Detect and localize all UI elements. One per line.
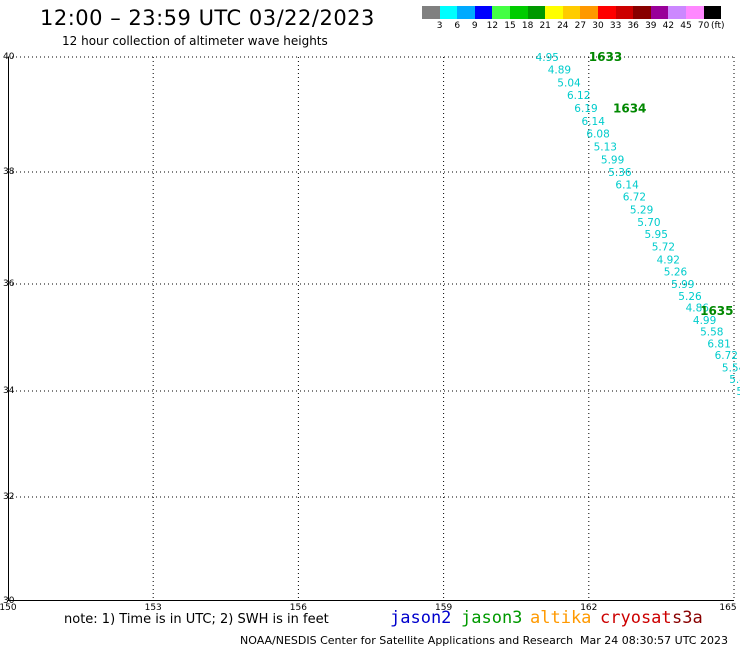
latitude-label: 32 bbox=[3, 492, 15, 502]
color-swatch bbox=[668, 6, 686, 19]
color-swatch bbox=[474, 6, 493, 19]
generated-timestamp: Mar 24 08:30:57 UTC 2023 bbox=[580, 634, 728, 647]
swh-value-label: 4.86 bbox=[686, 303, 710, 315]
swh-value-label: 4.92 bbox=[657, 254, 680, 266]
color-scale-label: 15 bbox=[504, 21, 516, 31]
track-time-label: 1634 bbox=[613, 102, 646, 116]
swh-value-label: 5.27 bbox=[736, 386, 740, 398]
color-scale-label: 21 bbox=[539, 21, 551, 31]
swh-value-label: 5.41 bbox=[729, 374, 740, 386]
swh-value-label: 5.99 bbox=[671, 279, 694, 291]
color-swatch bbox=[422, 6, 440, 19]
swh-value-label: 5.13 bbox=[594, 142, 617, 154]
color-scale-label: 45 bbox=[680, 21, 692, 31]
swh-value-label: 6.14 bbox=[582, 116, 606, 128]
color-scale-label: 3 bbox=[436, 21, 443, 31]
color-swatch bbox=[598, 6, 616, 19]
page-title: 12:00 – 23:59 UTC 03/22/2023 bbox=[40, 6, 375, 30]
latitude-label: 34 bbox=[3, 386, 15, 396]
swh-value-label: 5.72 bbox=[652, 242, 675, 254]
satellite-legend-s3a: s3a bbox=[672, 608, 703, 628]
color-scale-label: 70 bbox=[697, 21, 710, 31]
latitude-label: 36 bbox=[3, 279, 15, 289]
swh-value-label: 5.70 bbox=[637, 217, 660, 229]
satellite-legend-cryosat: cryosat bbox=[600, 608, 672, 628]
swh-value-label: 5.58 bbox=[700, 327, 723, 339]
longitude-label: 162 bbox=[580, 603, 598, 613]
color-swatch bbox=[527, 6, 546, 19]
latitude-label: 38 bbox=[3, 167, 15, 177]
swh-value-label: 5.04 bbox=[557, 77, 581, 89]
swh-value-label: 4.89 bbox=[548, 65, 571, 77]
swh-value-label: 5.26 bbox=[664, 267, 688, 279]
color-swatch bbox=[580, 6, 598, 19]
latitude-label: 40 bbox=[3, 52, 15, 62]
satellite-legend-jason3: jason3 bbox=[461, 608, 523, 628]
latitude-label: 30 bbox=[3, 596, 15, 606]
longitude-label: 165 bbox=[719, 603, 737, 613]
color-scale-label: 33 bbox=[609, 21, 622, 31]
track-time-label: 1633 bbox=[589, 50, 622, 64]
map-plot-area[interactable] bbox=[8, 57, 734, 601]
color-scale-label: 36 bbox=[627, 21, 639, 31]
color-swatch bbox=[457, 6, 475, 19]
swh-value-label: 6.19 bbox=[574, 103, 597, 115]
swh-value-label: 4.95 bbox=[536, 52, 559, 64]
color-swatch bbox=[615, 6, 634, 19]
color-scale-label: 30 bbox=[592, 21, 604, 31]
color-swatch bbox=[510, 6, 528, 19]
swh-value-label: 5.95 bbox=[645, 229, 668, 241]
satellite-legend-altika: altika bbox=[530, 608, 592, 628]
swh-value-label: 6.72 bbox=[715, 350, 738, 362]
track-time-label: 1635 bbox=[700, 304, 733, 318]
longitude-label: 150 bbox=[0, 603, 17, 613]
swh-value-label: 6.72 bbox=[623, 192, 646, 204]
swh-value-label: 6.08 bbox=[586, 129, 609, 141]
swh-value-label: 5.99 bbox=[601, 154, 624, 166]
color-swatch bbox=[703, 6, 722, 19]
credit-text: NOAA/NESDIS Center for Satellite Applica… bbox=[240, 634, 574, 647]
color-swatch bbox=[562, 6, 581, 19]
color-scale-label: 9 bbox=[471, 21, 478, 31]
color-scale-label: 39 bbox=[645, 21, 657, 31]
longitude-label: 159 bbox=[435, 603, 453, 613]
footer-note: note: 1) Time is in UTC; 2) SWH is in fe… bbox=[64, 612, 329, 627]
swh-value-label: 5.26 bbox=[678, 291, 702, 303]
swh-value-label: 5.29 bbox=[630, 205, 653, 217]
color-scale-label: 6 bbox=[454, 21, 461, 31]
color-scale-label: 12 bbox=[486, 21, 499, 31]
swh-value-label: 5.36 bbox=[608, 167, 632, 179]
swh-value-label: 4.99 bbox=[693, 315, 716, 327]
color-scale-label: 24 bbox=[557, 21, 569, 31]
swh-value-label: 5.54 bbox=[722, 363, 740, 375]
page-subtitle: 12 hour collection of altimeter wave hei… bbox=[62, 34, 328, 48]
swh-value-label: 6.12 bbox=[567, 90, 590, 102]
satellite-legend-jason2: jason2 bbox=[390, 608, 452, 628]
longitude-label: 153 bbox=[144, 603, 162, 613]
longitude-label: 156 bbox=[289, 603, 307, 613]
swh-value-label: 6.81 bbox=[707, 338, 730, 350]
color-swatch bbox=[686, 6, 704, 19]
color-scale-label: 18 bbox=[521, 21, 534, 31]
color-swatch bbox=[633, 6, 651, 19]
swh-value-label: 6.14 bbox=[615, 179, 639, 191]
color-scale-label: 42 bbox=[662, 21, 675, 31]
color-scale-unit: (ft) bbox=[711, 21, 725, 31]
color-swatch bbox=[439, 6, 458, 19]
color-swatch bbox=[650, 6, 669, 19]
color-scale-label: 27 bbox=[574, 21, 587, 31]
color-swatch bbox=[545, 6, 563, 19]
color-swatch bbox=[492, 6, 510, 19]
